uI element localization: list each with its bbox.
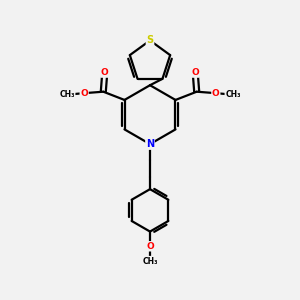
Text: N: N: [146, 139, 154, 149]
Text: S: S: [146, 35, 154, 46]
Text: CH₃: CH₃: [142, 256, 158, 266]
Text: CH₃: CH₃: [59, 90, 75, 99]
Text: O: O: [212, 89, 220, 98]
Text: O: O: [146, 242, 154, 251]
Text: O: O: [101, 68, 109, 77]
Text: O: O: [80, 89, 88, 98]
Text: CH₃: CH₃: [225, 90, 241, 99]
Text: O: O: [191, 68, 199, 77]
